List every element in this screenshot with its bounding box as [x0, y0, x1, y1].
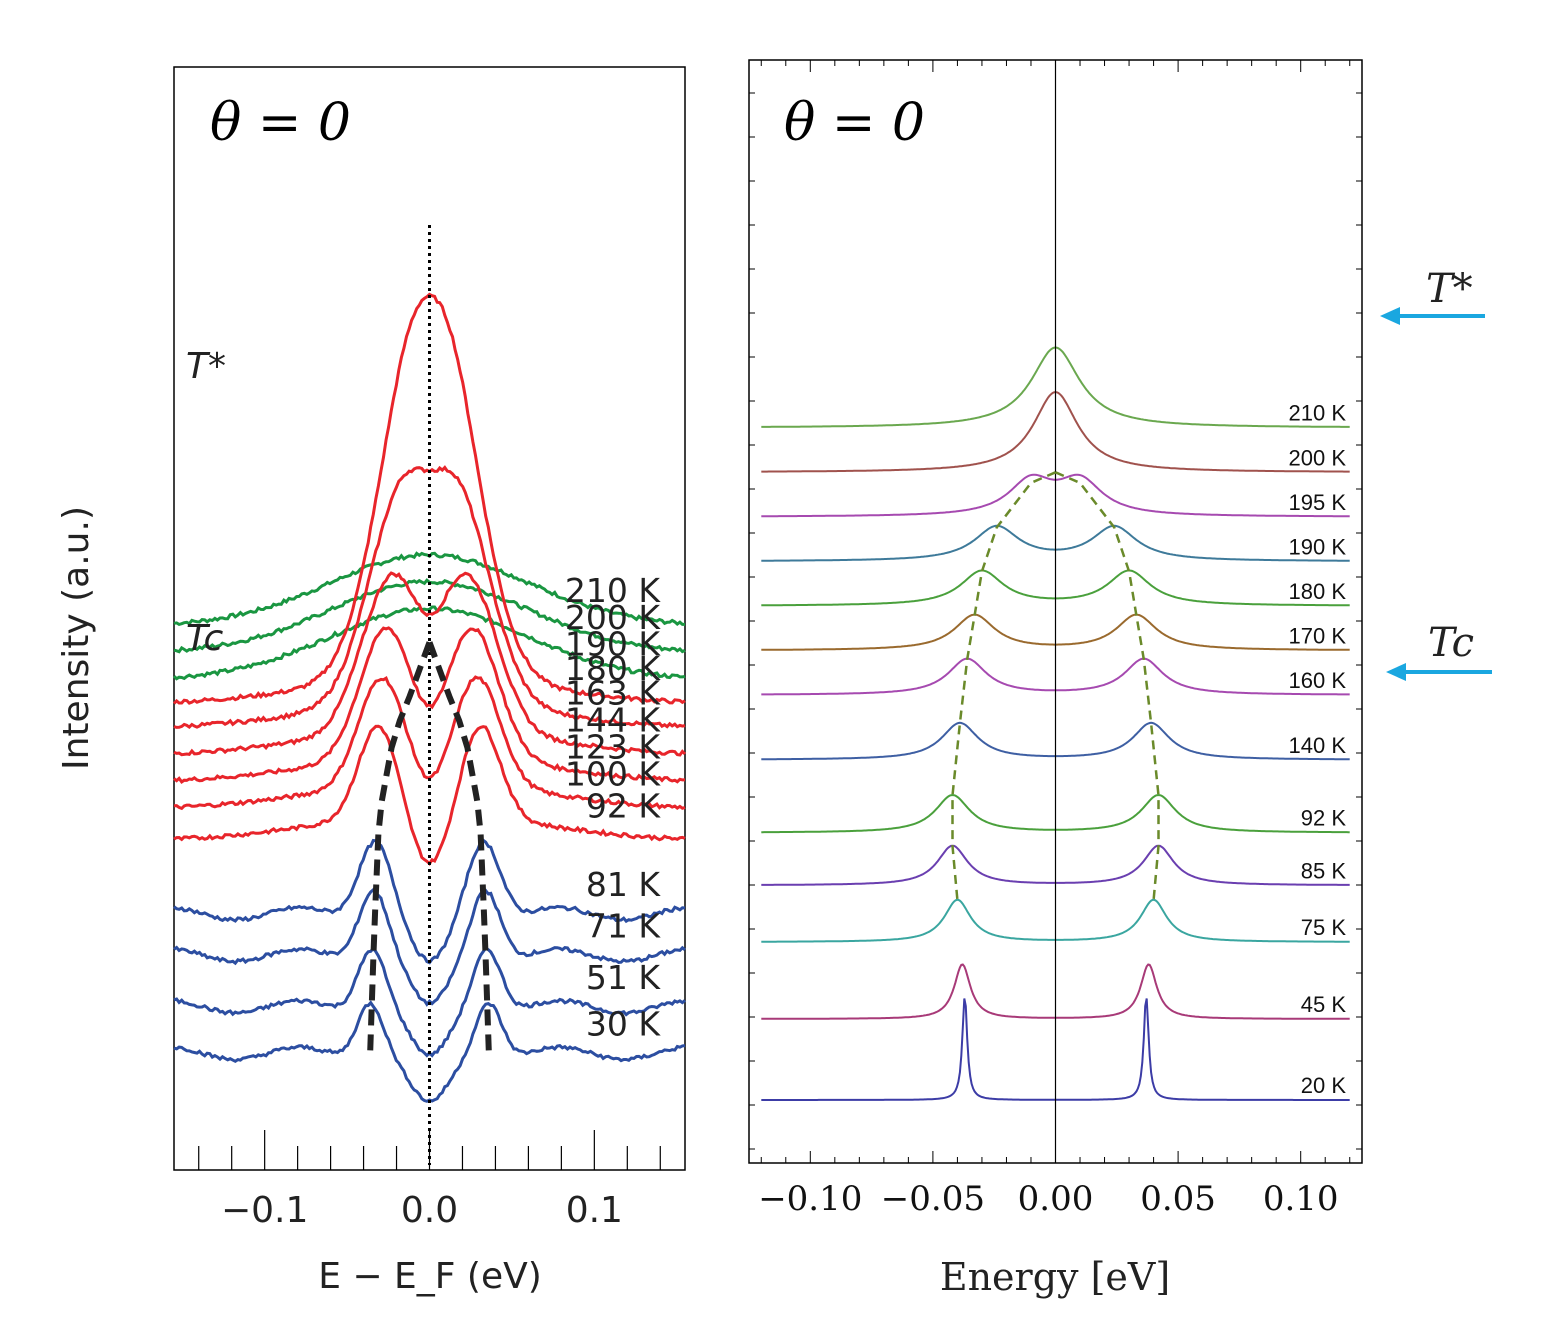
- left-label-92-k: 92 K: [586, 786, 661, 825]
- right-label-180-k: 180 K: [1289, 579, 1347, 604]
- right-title: θ = 0: [784, 93, 925, 153]
- right-label-190-k: 190 K: [1289, 534, 1347, 559]
- left-curve-123-k: [173, 626, 685, 784]
- left-curves: [172, 225, 687, 1165]
- left-curve-190-k: [172, 605, 686, 681]
- left-label-30-k: 30 K: [586, 1004, 661, 1043]
- left-curve-180-k: [172, 292, 686, 705]
- left-label-100-k: 100 K: [565, 755, 661, 794]
- right-label-210-k: 210 K: [1289, 401, 1347, 426]
- left-tstar-annotation: T*: [186, 346, 226, 387]
- left-label-200-k: 200 K: [565, 598, 661, 637]
- right-x-tick-label: 0.10: [1263, 1179, 1339, 1219]
- right-label-20-k: 20 K: [1301, 1073, 1347, 1098]
- right-label-170-k: 170 K: [1289, 623, 1347, 648]
- left-x-tick-label: −0.1: [221, 1190, 308, 1231]
- right-panel: 210 K 200 K 195 K 190 K 180 K 170 K 160 K 140 K…: [748, 59, 1492, 1299]
- left-label-81-k: 81 K: [586, 865, 661, 904]
- left-label-190-k: 190 K: [565, 625, 661, 664]
- left-gap-dashed-neg: [367, 641, 433, 1052]
- right-label-85-k: 85 K: [1301, 858, 1347, 883]
- right-label-140-k: 140 K: [1289, 733, 1347, 758]
- right-gap-guide-neg: [951, 471, 1056, 901]
- right-gap-guide-pos: [1055, 471, 1160, 901]
- left-label-180-k: 180 K: [565, 649, 661, 688]
- left-label-51-k: 51 K: [586, 958, 661, 997]
- left-x-axis-label: E − E_F (eV): [318, 1256, 542, 1297]
- right-label-45-k: 45 K: [1301, 992, 1347, 1017]
- right-label-195-k: 195 K: [1289, 490, 1347, 515]
- left-curve-100-k: [173, 675, 686, 811]
- right-label-160-k: 160 K: [1289, 668, 1347, 693]
- left-x-ticks: −0.1 0.0 0.1: [198, 1130, 661, 1231]
- tc-arrow-head: [1386, 663, 1406, 681]
- left-x-tick-label: 0.1: [566, 1190, 623, 1231]
- right-x-tick-label: −0.10: [758, 1179, 862, 1219]
- left-label-210-k: 210 K: [565, 571, 661, 610]
- right-x-axis-label: Energy [eV]: [940, 1255, 1170, 1299]
- right-curves: [761, 60, 1350, 1163]
- right-x-tick-label: 0.05: [1140, 1179, 1216, 1219]
- left-curve-144-k: [173, 571, 687, 757]
- left-label-123-k: 123 K: [565, 728, 661, 767]
- left-curve-71-k: [173, 887, 686, 1007]
- tstar-arrow-head: [1380, 307, 1400, 325]
- left-tc-annotation: Tc: [186, 618, 224, 659]
- left-label-163-k: 163 K: [565, 674, 661, 713]
- right-tc-annotation: Tc: [1428, 620, 1474, 666]
- right-label-200-k: 200 K: [1289, 445, 1347, 470]
- left-x-tick-label: 0.0: [401, 1190, 458, 1231]
- left-label-71-k: 71 K: [586, 906, 661, 945]
- right-x-tick-label: 0.00: [1018, 1179, 1094, 1219]
- left-y-axis-label: Intensity (a.u.): [56, 506, 97, 770]
- left-gap-dashed-pos: [426, 641, 492, 1052]
- right-x-tick-label: −0.05: [881, 1179, 985, 1219]
- right-label-92-k: 92 K: [1301, 806, 1347, 831]
- right-temperature-labels: 210 K 200 K 195 K 190 K 180 K 170 K 160 K 140 K…: [1289, 401, 1347, 1098]
- right-tstar-annotation: T*: [1426, 266, 1473, 312]
- left-title: θ = 0: [210, 93, 351, 153]
- left-label-144-k: 144 K: [565, 701, 661, 740]
- right-label-75-k: 75 K: [1301, 915, 1347, 940]
- right-x-ticks: −0.10 −0.05 0.00 0.05 0.10: [749, 60, 1362, 1219]
